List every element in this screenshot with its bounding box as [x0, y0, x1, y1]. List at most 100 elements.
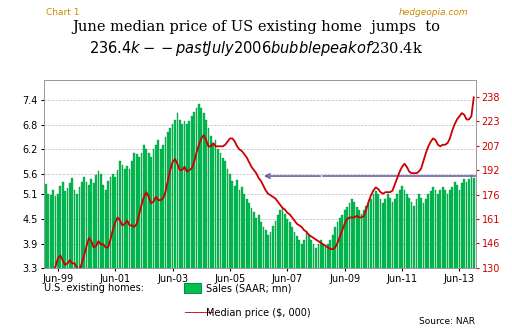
Bar	[358, 210, 360, 333]
Bar	[349, 202, 350, 333]
Bar	[272, 226, 274, 333]
Bar	[396, 194, 398, 333]
Bar	[203, 113, 204, 333]
Bar	[280, 210, 281, 333]
Bar	[93, 183, 95, 333]
Bar	[403, 189, 406, 333]
Bar	[167, 132, 168, 333]
Bar	[191, 116, 193, 333]
Bar	[274, 221, 276, 333]
Bar	[243, 194, 245, 333]
Bar	[339, 218, 341, 333]
Bar	[62, 182, 63, 333]
Bar	[155, 145, 157, 333]
Bar	[236, 180, 238, 333]
Bar	[100, 174, 102, 333]
Bar	[454, 182, 456, 333]
Bar	[442, 187, 443, 333]
Bar	[368, 202, 370, 333]
Bar	[207, 128, 209, 333]
Bar	[284, 214, 286, 333]
Bar	[246, 199, 248, 333]
Bar	[332, 235, 334, 333]
Bar	[291, 227, 293, 333]
Text: Source: NAR: Source: NAR	[419, 317, 475, 326]
Bar	[313, 244, 314, 333]
Bar	[248, 203, 250, 333]
Bar	[239, 190, 240, 333]
Bar	[119, 161, 121, 333]
Bar	[452, 187, 453, 333]
Bar	[71, 178, 73, 333]
Bar	[432, 187, 434, 333]
Bar	[461, 183, 463, 333]
Bar	[346, 207, 348, 333]
Bar	[231, 181, 233, 333]
Bar	[222, 158, 224, 333]
Bar	[160, 149, 161, 333]
Bar	[444, 189, 446, 333]
Bar	[267, 234, 269, 333]
Bar	[382, 202, 384, 333]
Bar	[375, 191, 377, 333]
Bar	[150, 157, 152, 333]
Bar	[143, 145, 145, 333]
Bar	[446, 193, 449, 333]
Text: June median price of US existing home  jumps  to: June median price of US existing home ju…	[72, 20, 440, 34]
Bar	[373, 194, 374, 333]
Bar	[301, 243, 303, 333]
Bar	[468, 179, 470, 333]
Bar	[320, 240, 322, 333]
Bar	[215, 141, 217, 333]
Bar	[380, 198, 381, 333]
Bar	[220, 153, 221, 333]
Bar	[385, 198, 386, 333]
Bar	[473, 178, 475, 333]
Bar	[145, 149, 147, 333]
Bar	[387, 194, 389, 333]
Bar	[172, 124, 174, 333]
Bar	[74, 189, 75, 333]
Bar	[234, 186, 236, 333]
Text: hedgeopia.com: hedgeopia.com	[399, 8, 468, 17]
Bar	[389, 198, 391, 333]
Bar	[98, 171, 99, 333]
Bar	[449, 190, 451, 333]
Bar	[253, 212, 255, 333]
Bar	[126, 166, 128, 333]
Text: U.S. existing homes:: U.S. existing homes:	[44, 283, 143, 293]
Bar	[428, 194, 429, 333]
Bar	[59, 186, 61, 333]
Bar	[334, 227, 336, 333]
Bar	[310, 240, 312, 333]
Bar	[198, 104, 200, 333]
Bar	[177, 113, 178, 333]
Bar	[134, 153, 135, 333]
Bar	[294, 232, 295, 333]
Bar	[370, 198, 372, 333]
Bar	[117, 170, 118, 333]
Bar	[181, 124, 183, 333]
Bar	[162, 145, 164, 333]
Bar	[164, 137, 166, 333]
Bar	[418, 194, 420, 333]
Bar	[91, 179, 92, 333]
Bar	[193, 112, 195, 333]
Text: ─────: ─────	[184, 308, 214, 318]
Bar	[471, 175, 472, 333]
Bar	[399, 190, 400, 333]
Text: Median price ($, 000): Median price ($, 000)	[206, 308, 310, 318]
Bar	[205, 120, 207, 333]
Bar	[366, 206, 367, 333]
Bar	[86, 182, 88, 333]
Bar	[188, 121, 190, 333]
Bar	[50, 195, 52, 333]
Bar	[105, 189, 106, 333]
Bar	[258, 215, 260, 333]
Bar	[110, 177, 111, 333]
Bar	[377, 194, 379, 333]
Bar	[327, 244, 329, 333]
Bar	[270, 232, 271, 333]
Bar	[255, 218, 257, 333]
Bar	[298, 240, 300, 333]
